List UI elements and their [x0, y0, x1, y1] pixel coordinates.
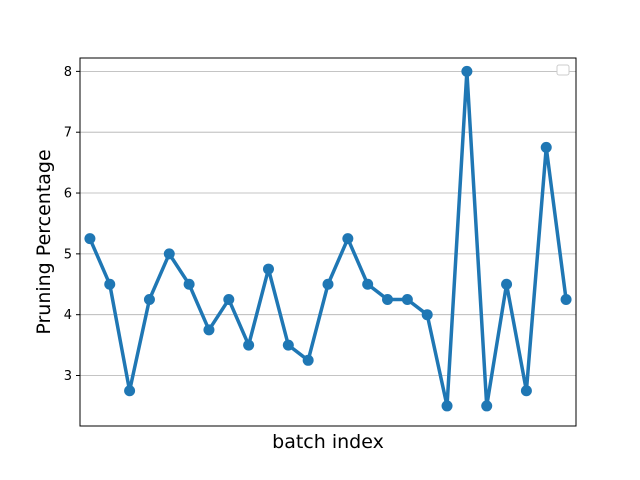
y-axis-ticks: 3 4 5 6 7 8 — [64, 65, 80, 384]
y-axis-title: Pruning Percentage — [33, 149, 55, 334]
data-point — [401, 293, 413, 305]
y-tick-label: 6 — [64, 187, 72, 202]
y-tick-label: 4 — [64, 308, 72, 323]
legend — [556, 64, 570, 76]
data-point — [560, 293, 572, 305]
data-point — [282, 339, 294, 351]
data-point — [203, 324, 215, 336]
y-tick-label: 7 — [64, 126, 72, 141]
y-tick-label: 8 — [64, 65, 72, 80]
x-axis-title: batch index — [272, 431, 384, 453]
data-point — [183, 278, 195, 290]
data-point — [104, 278, 116, 290]
data-point — [461, 65, 473, 77]
data-point — [441, 400, 453, 412]
series-line — [88, 69, 568, 408]
legend-box — [556, 64, 570, 76]
data-point — [501, 278, 513, 290]
plot-frame — [79, 57, 577, 427]
data-point — [540, 141, 552, 153]
data-point — [520, 385, 532, 397]
data-point — [342, 233, 354, 245]
data-point — [243, 339, 255, 351]
data-point — [143, 293, 155, 305]
data-point — [302, 354, 314, 366]
data-point — [421, 309, 433, 321]
data-point — [84, 233, 96, 245]
data-point — [262, 263, 274, 275]
data-point — [382, 293, 394, 305]
data-point — [362, 278, 374, 290]
grid-lines — [80, 70, 576, 376]
y-tick-label: 3 — [64, 369, 72, 384]
data-point — [124, 385, 136, 397]
data-point — [223, 293, 235, 305]
y-tick-label: 5 — [64, 247, 72, 262]
data-point — [481, 400, 493, 412]
series-layer — [84, 65, 572, 412]
data-point — [322, 278, 334, 290]
data-point — [163, 248, 175, 260]
